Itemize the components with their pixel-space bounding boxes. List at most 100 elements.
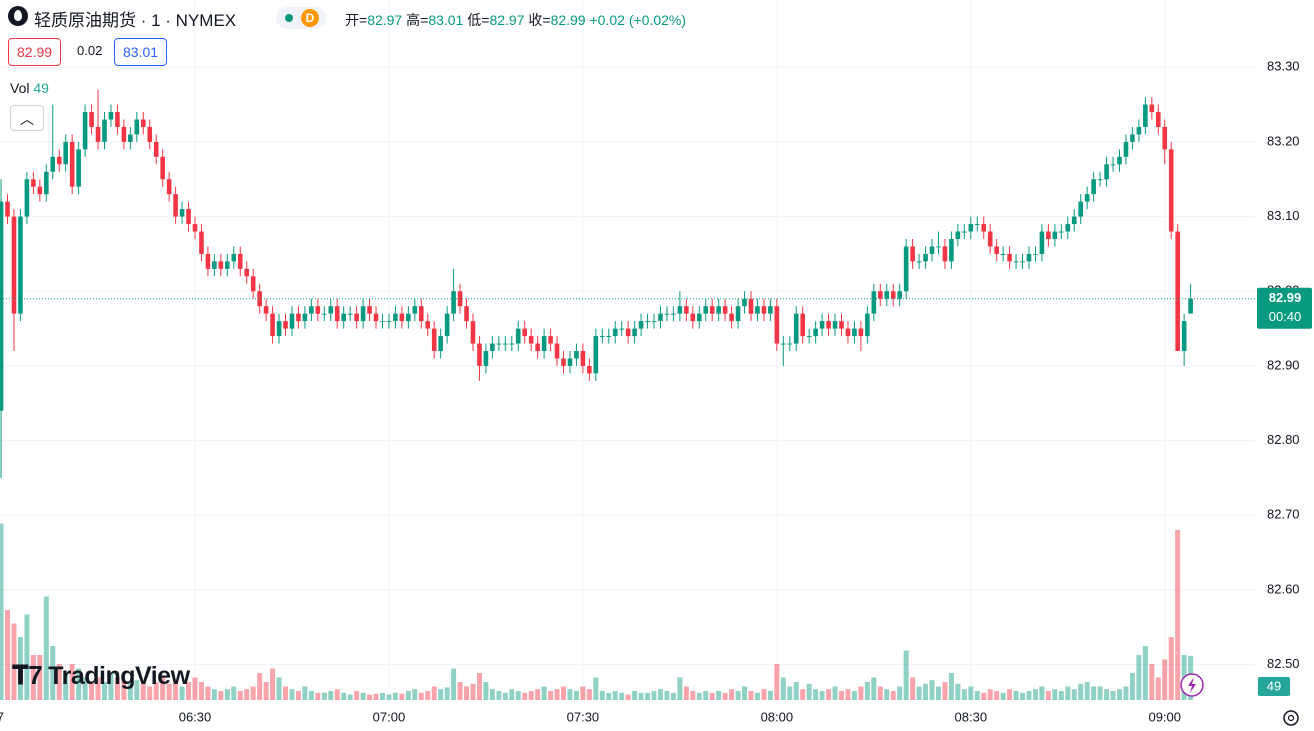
candle-body (192, 224, 198, 232)
candle-body (1123, 141, 1129, 157)
candle-body (257, 291, 262, 307)
candle-body (270, 313, 275, 337)
volume-bar (1123, 686, 1129, 700)
label: 低= (467, 12, 490, 28)
volume-bar (774, 664, 780, 700)
volume-bar (140, 683, 146, 700)
candle-body (147, 126, 153, 142)
volume-bar (806, 683, 812, 700)
volume-bar (813, 689, 819, 700)
volume-bar (754, 692, 760, 700)
candle-body (561, 358, 566, 366)
volume-value: 49 (33, 80, 49, 96)
volume-bar (735, 691, 741, 700)
candle-body (664, 313, 670, 315)
volume-bar (696, 692, 702, 700)
logo-text: TradingView (48, 662, 190, 690)
candle-body (18, 216, 23, 314)
volume-bar (205, 686, 211, 700)
candle-body (347, 313, 353, 315)
bid-button[interactable]: 82.99 (8, 38, 62, 66)
low-value: 82.97 (489, 12, 525, 28)
candle-body (1136, 126, 1142, 135)
label: 收= (528, 12, 551, 28)
candle-body (671, 313, 676, 315)
volume-bar (302, 686, 308, 700)
change: +0.02 (589, 12, 625, 28)
candle-body (205, 253, 211, 269)
candle-body (774, 306, 780, 344)
volume-bar (1020, 692, 1026, 700)
volume-bar (114, 677, 120, 700)
volume-bar (121, 682, 127, 700)
volume-bar (845, 689, 851, 700)
ask-button[interactable]: 83.01 (114, 38, 168, 66)
candle-body (781, 343, 786, 345)
volume-bar (1052, 689, 1058, 700)
volume-bar (127, 682, 133, 700)
candle-body (5, 201, 10, 217)
candle-body (1007, 253, 1012, 262)
candle-body (490, 343, 495, 352)
volume-bar (761, 689, 767, 700)
volume-bar (1013, 691, 1019, 700)
volume-bar (515, 691, 521, 700)
volume-bar (509, 689, 515, 700)
volume-bar (703, 691, 709, 700)
label: 高= (406, 12, 429, 28)
volume-bar (315, 692, 321, 700)
symbol-title[interactable]: 轻质原油期货 · 1 · NYMEX (34, 11, 237, 30)
volume-bar (1136, 655, 1142, 700)
settings-icon[interactable] (1283, 710, 1299, 726)
candle-body (1071, 216, 1077, 225)
candle-body (37, 186, 43, 195)
volume-tag-value: 49 (1267, 678, 1281, 693)
volume-bar (153, 682, 159, 700)
volume-legend: Vol 49 (10, 80, 49, 96)
candle-body (832, 321, 838, 329)
candle-body (703, 306, 709, 314)
volume-bar (683, 686, 689, 700)
volume-bar (392, 692, 398, 700)
volume-bar (767, 691, 773, 700)
volume-bar (379, 692, 385, 700)
candle-body (1175, 231, 1180, 352)
candle-body (1020, 261, 1025, 263)
candle-body (470, 321, 476, 344)
volume-bar (101, 682, 107, 700)
candle-body (606, 336, 612, 338)
volume-bar (11, 623, 17, 700)
candle-body (587, 365, 592, 374)
candle-body (974, 224, 980, 226)
status-badge[interactable]: D (276, 7, 326, 29)
candle-body (1181, 321, 1187, 352)
volume-bar (580, 686, 586, 700)
volume-bar (483, 682, 489, 700)
candle-body (76, 149, 81, 187)
volume-bar (716, 691, 722, 700)
alert-bolt (1188, 677, 1196, 693)
symbol-icon (8, 6, 28, 26)
candle-body (451, 291, 456, 314)
candle-body (884, 291, 890, 299)
volume-bar (457, 682, 463, 700)
volume-bar (373, 693, 379, 700)
collapse-button[interactable]: ︿ (10, 105, 44, 131)
volume-bar (787, 686, 793, 700)
y-tick-label: 82.70 (1267, 507, 1300, 522)
candle-body (418, 306, 424, 322)
candle-body (373, 313, 379, 322)
volume-bar (5, 610, 11, 700)
volume-bar (1058, 691, 1064, 700)
volume-bar (729, 689, 735, 700)
candle-body (1059, 231, 1064, 233)
candle-body (1052, 231, 1058, 239)
candle-body (186, 209, 191, 225)
volume-bar (0, 523, 4, 700)
volume-bar (599, 691, 605, 700)
ohlc-legend: 开=82.97 高=83.01 低=82.97 收=82.99 +0.02 (+… (345, 10, 686, 30)
volume-bar (328, 691, 334, 700)
candle-body (826, 321, 831, 329)
volume-bar (30, 655, 36, 700)
change-pct: (+0.02%) (628, 12, 687, 28)
